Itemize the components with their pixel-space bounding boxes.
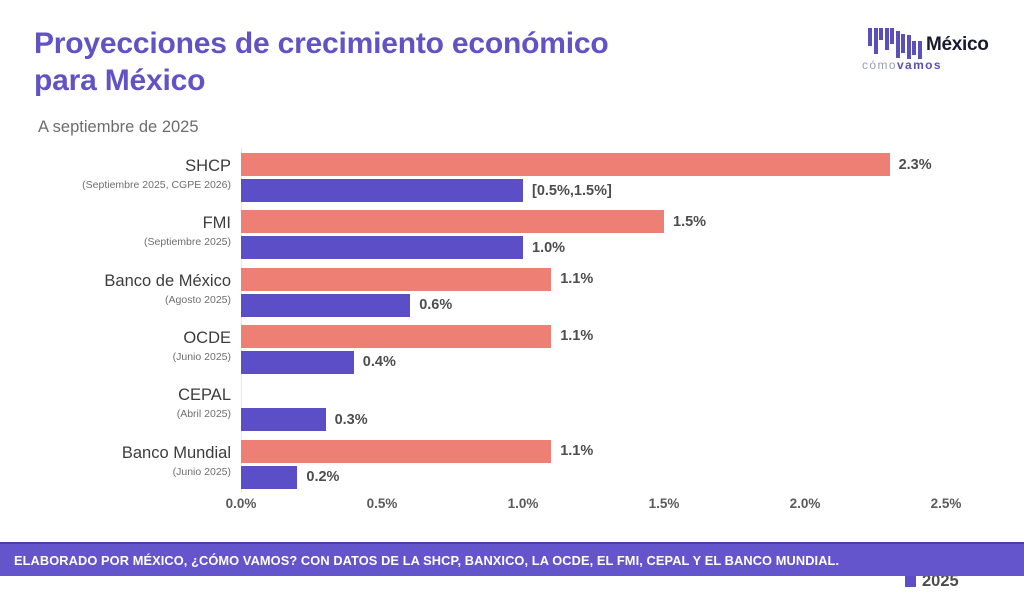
y-category-fmi: FMI (Septiembre 2025) bbox=[0, 214, 231, 248]
bar-value-label-2026: 2.3% bbox=[898, 156, 932, 173]
bar-2026[interactable]: 1.1% bbox=[241, 267, 594, 291]
header: Proyecciones de crecimiento económico pa… bbox=[0, 0, 1024, 150]
y-category-date: (Abril 2025) bbox=[176, 408, 231, 421]
y-category-name: FMI bbox=[202, 214, 231, 233]
bar-2026[interactable]: 1.1% bbox=[241, 439, 594, 463]
y-axis-line bbox=[241, 148, 242, 492]
plot-area: 2.3% [0.5%,1.5%] 1.5% 1.0% 1.1% 0.6% 1.1% 0.4% 0… bbox=[241, 148, 946, 492]
bar-value-label-2026: 1.1% bbox=[560, 328, 594, 345]
bar-2025[interactable]: 0.6% bbox=[241, 293, 453, 317]
x-axis: 0.0% 0.5% 1.0% 1.5% 2.0% 2.5% bbox=[226, 496, 962, 526]
y-category-banco-mundial: Banco Mundial (Junio 2025) bbox=[0, 444, 231, 478]
bar-2025[interactable]: 0.3% bbox=[241, 408, 368, 432]
bar-rect-2026 bbox=[241, 210, 664, 234]
bar-group-banco-de-méxico: 1.1% 0.6% bbox=[241, 266, 946, 323]
bar-2025[interactable]: 0.2% bbox=[241, 465, 340, 489]
bar-2025[interactable]: 1.0% bbox=[241, 236, 566, 260]
y-category-shcp: SHCP (Septiembre 2025, CGPE 2026) bbox=[0, 157, 231, 191]
y-category-date: (Agosto 2025) bbox=[165, 293, 231, 306]
x-tick-label: 0.5% bbox=[366, 496, 398, 511]
bar-rect-2025 bbox=[241, 350, 354, 374]
bar-group-fmi: 1.5% 1.0% bbox=[241, 208, 946, 265]
y-category-banco-de-méxico: Banco de México (Agosto 2025) bbox=[0, 272, 231, 306]
bar-rect-2025 bbox=[241, 236, 523, 260]
y-category-date: (Septiembre 2025, CGPE 2026) bbox=[82, 179, 231, 192]
page-title-line2: para México bbox=[34, 63, 206, 97]
x-tick-label: 1.0% bbox=[507, 496, 539, 511]
logo-tagline-part2: vamos bbox=[896, 58, 942, 72]
legend-swatch-2025 bbox=[905, 576, 916, 587]
mexico-como-vamos-logo: México cómovamos bbox=[856, 26, 1006, 84]
bar-value-label-2026: 1.5% bbox=[673, 213, 707, 230]
x-tick-label: 1.5% bbox=[648, 496, 680, 511]
page-title-line1: Proyecciones de crecimiento económico bbox=[34, 27, 609, 60]
bar-rect-2026 bbox=[241, 267, 552, 291]
bar-rect-2025 bbox=[241, 293, 411, 317]
bar-group-ocde: 1.1% 0.4% bbox=[241, 323, 946, 380]
y-category-name: Banco de México bbox=[104, 271, 231, 290]
footer-banner: ELABORADO POR MÉXICO, ¿CÓMO VAMOS? CON D… bbox=[0, 542, 1024, 576]
x-tick-label: 2.0% bbox=[789, 496, 821, 511]
bar-value-label-2025: 0.6% bbox=[419, 297, 453, 314]
bar-rect-2026 bbox=[241, 439, 552, 463]
y-category-name: CEPAL bbox=[178, 386, 231, 405]
y-category-name: SHCP bbox=[185, 157, 231, 175]
y-category-date: (Junio 2025) bbox=[172, 351, 231, 364]
bar-value-label-2026: 1.1% bbox=[560, 271, 594, 288]
bar-2026[interactable]: 1.5% bbox=[241, 210, 707, 234]
bar-group-shcp: 2.3% [0.5%,1.5%] bbox=[241, 151, 946, 208]
bar-group-cepal: 0.3% bbox=[241, 380, 946, 437]
bar-2026[interactable]: 2.3% bbox=[241, 153, 932, 176]
bar-rect-2026 bbox=[241, 324, 552, 348]
bar-value-label-2025: 0.4% bbox=[362, 354, 396, 371]
bar-chart: 2.3% [0.5%,1.5%] 1.5% 1.0% 1.1% 0.6% 1.1% 0.4% 0… bbox=[0, 148, 1024, 590]
y-category-cepal: CEPAL (Abril 2025) bbox=[0, 386, 231, 420]
logo-bars-icon bbox=[868, 28, 930, 62]
bar-2025[interactable]: 0.4% bbox=[241, 350, 396, 374]
page-subtitle: A septiembre de 2025 bbox=[38, 118, 199, 136]
y-category-name: Banco Mundial bbox=[121, 443, 231, 462]
bar-rect-2025 bbox=[241, 408, 326, 432]
x-tick-label: 2.5% bbox=[930, 496, 962, 511]
logo-wordmark: México bbox=[926, 34, 989, 55]
bar-value-label-2025: 0.3% bbox=[334, 411, 368, 428]
bar-rect-2025 bbox=[241, 179, 523, 202]
bar-value-label-2025: 1.0% bbox=[532, 239, 566, 256]
bar-rect-2025 bbox=[241, 465, 298, 489]
bar-group-banco-mundial: 1.1% 0.2% bbox=[241, 438, 946, 495]
bar-value-label-2026: 1.1% bbox=[560, 443, 594, 459]
x-tick-label: 0.0% bbox=[225, 496, 257, 511]
y-category-date: (Septiembre 2025) bbox=[144, 236, 231, 249]
logo-tagline-part1: cómo bbox=[862, 58, 897, 72]
y-category-name: OCDE bbox=[183, 328, 231, 347]
logo-tagline: cómovamos bbox=[862, 58, 942, 72]
page-title: Proyecciones de crecimiento económico pa… bbox=[34, 26, 734, 99]
bar-2026[interactable]: 1.1% bbox=[241, 324, 594, 348]
bar-value-label-2025: [0.5%,1.5%] bbox=[532, 182, 612, 199]
y-category-ocde: OCDE (Junio 2025) bbox=[0, 329, 231, 363]
footer-text: ELABORADO POR MÉXICO, ¿CÓMO VAMOS? CON D… bbox=[14, 552, 840, 568]
bar-rect-2026 bbox=[241, 153, 890, 176]
bar-value-label-2025: 0.2% bbox=[306, 469, 340, 485]
y-category-date: (Junio 2025) bbox=[172, 465, 231, 478]
bar-2025[interactable]: [0.5%,1.5%] bbox=[241, 179, 612, 202]
